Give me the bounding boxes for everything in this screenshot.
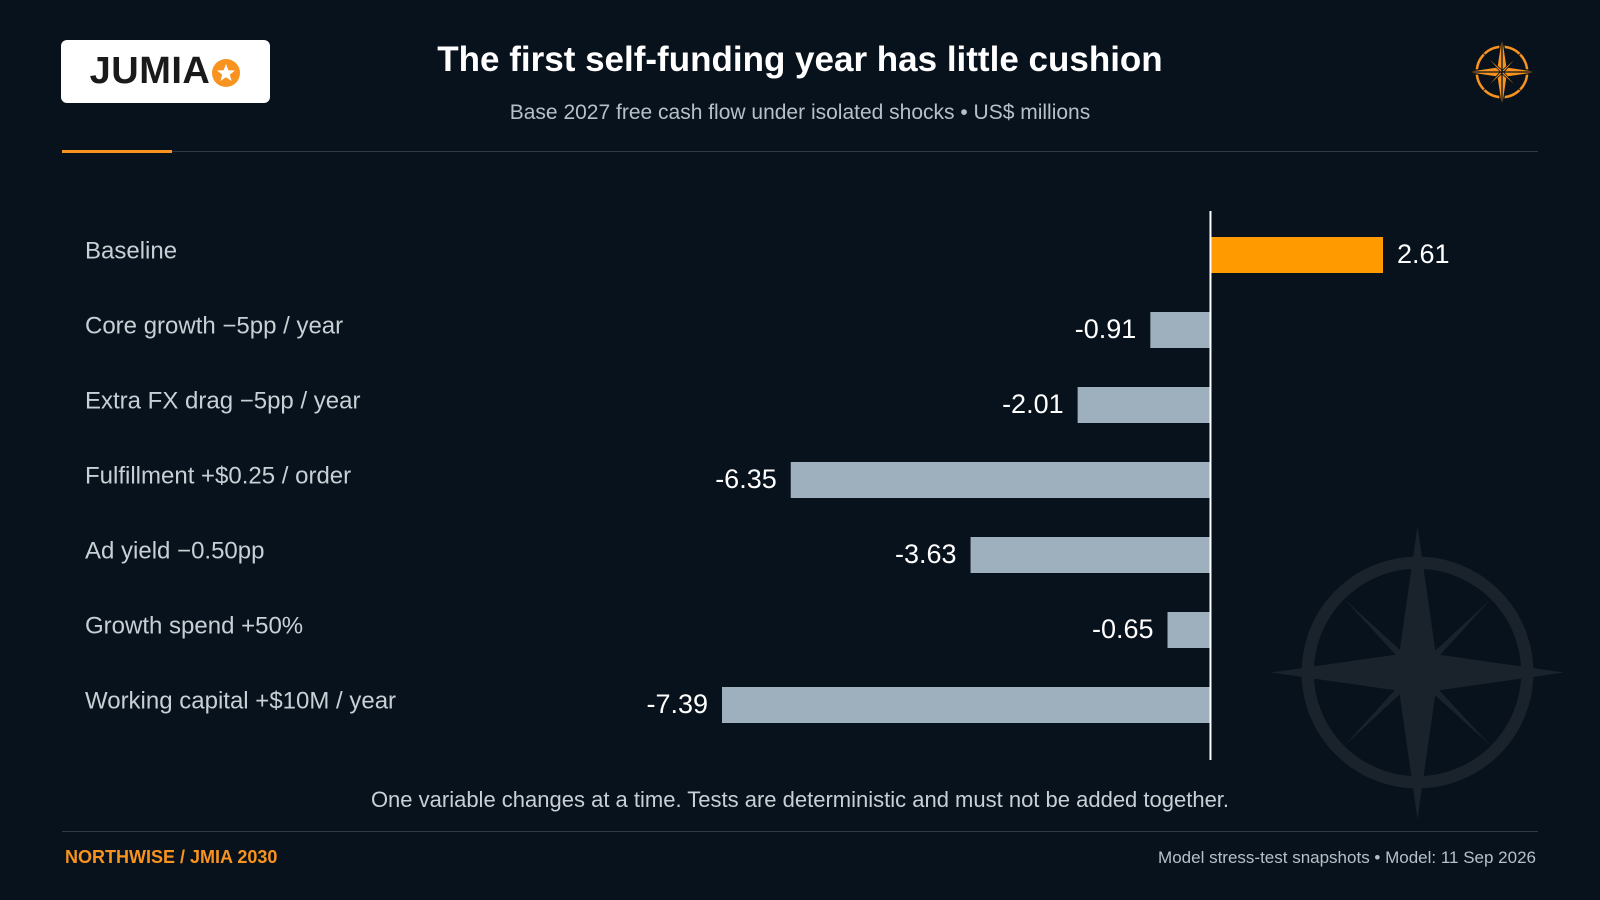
category-label: Ad yield −0.50pp xyxy=(85,537,264,564)
category-label: Core growth −5pp / year xyxy=(85,312,343,339)
category-label: Extra FX drag −5pp / year xyxy=(85,387,360,414)
value-label: -3.63 xyxy=(895,539,957,569)
category-label: Growth spend +50% xyxy=(85,612,303,639)
bar-shock xyxy=(1077,387,1211,423)
category-label: Fulfillment +$0.25 / order xyxy=(85,462,351,489)
bar-shock xyxy=(1150,312,1211,348)
jumia-logo: JUMIA xyxy=(61,40,270,103)
logo-wordmark: JUMIA xyxy=(89,50,211,92)
compass-icon xyxy=(1463,33,1541,111)
bar-baseline xyxy=(1210,237,1383,273)
compass-watermark-icon xyxy=(1271,526,1564,819)
category-label: Working capital +$10M / year xyxy=(85,687,396,714)
value-label: -7.39 xyxy=(646,689,708,719)
value-label: -0.91 xyxy=(1075,314,1137,344)
footer-brand: NORTHWISE / JMIA 2030 xyxy=(65,847,278,867)
header-accent-bar xyxy=(62,150,172,153)
bar-shock xyxy=(722,687,1211,723)
star-icon xyxy=(212,58,241,87)
bar-shock xyxy=(790,462,1211,498)
page-subtitle: Base 2027 free cash flow under isolated … xyxy=(509,101,1091,124)
value-label: -0.65 xyxy=(1092,614,1154,644)
header-divider xyxy=(62,151,1538,152)
bar-shock xyxy=(1167,612,1211,648)
value-label: -2.01 xyxy=(1002,389,1064,419)
value-label: -6.35 xyxy=(715,464,777,494)
page-title: The first self-funding year has little c… xyxy=(437,40,1163,79)
category-label: Baseline xyxy=(85,237,177,264)
bar-shock xyxy=(970,537,1211,573)
footer-model-date: Model stress-test snapshots • Model: 11 … xyxy=(1158,848,1536,867)
chart-footnote: One variable changes at a time. Tests ar… xyxy=(370,787,1230,812)
footer-divider xyxy=(62,831,1538,832)
value-label: 2.61 xyxy=(1397,239,1450,269)
